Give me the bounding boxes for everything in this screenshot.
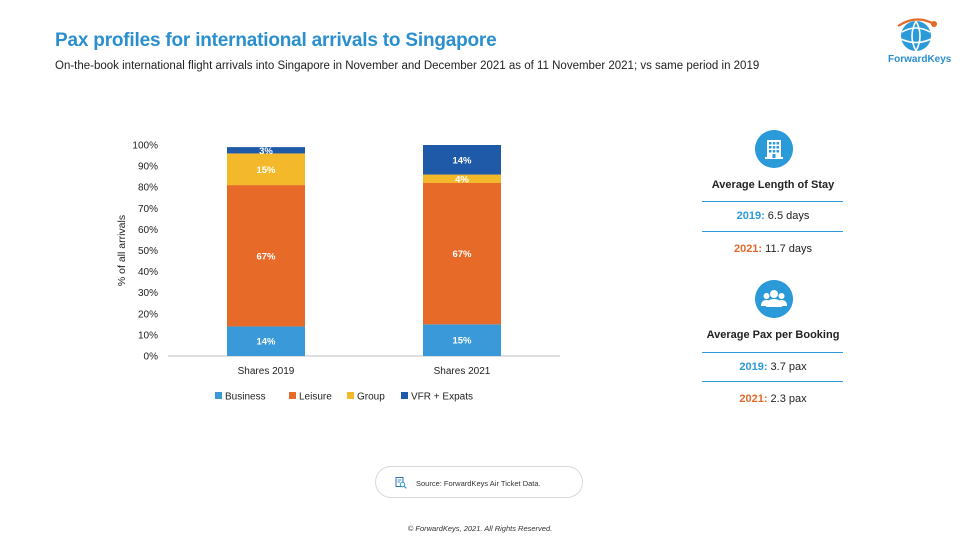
legend-swatch	[401, 392, 408, 399]
y-tick-label: 40%	[138, 267, 158, 278]
stay-2021-label: 2021:	[733, 243, 763, 255]
legend-label: VFR + Expats	[411, 392, 473, 403]
page-subtitle: On-the-book international flight arrival…	[55, 60, 760, 72]
bar-segment	[423, 182, 501, 325]
y-axis-label: % of all arrivals	[116, 215, 128, 286]
pax-divider-bottom	[702, 381, 843, 382]
data-label: 14%	[452, 155, 472, 166]
x-tick-label: Shares 2019	[238, 366, 295, 377]
stay-2019-row: 2019: 6.5 days	[700, 210, 846, 222]
y-tick-label: 50%	[138, 246, 158, 257]
legend-swatch	[215, 392, 222, 399]
source-box	[375, 466, 583, 498]
data-label: 15%	[256, 165, 276, 176]
copyright: © ForwardKeys, 2021. All Rights Reserved…	[407, 524, 553, 533]
data-label: 3%	[259, 146, 273, 157]
stay-2019-label: 2019:	[736, 210, 765, 222]
stay-divider-bottom	[702, 231, 843, 232]
stay-2019-value: 6.5 days	[764, 210, 810, 222]
bar-segment	[227, 153, 305, 186]
stay-divider-top	[702, 201, 843, 202]
y-tick-label: 100%	[132, 141, 158, 152]
search-document-icon	[395, 477, 407, 489]
legend-label: Group	[357, 392, 385, 403]
legend-label: Leisure	[299, 392, 332, 403]
bar-segment	[423, 324, 501, 356]
data-label: 14%	[256, 337, 276, 348]
pax-2021-value: 2.3 pax	[767, 393, 807, 405]
y-tick-label: 10%	[138, 330, 158, 341]
y-tick-label: 80%	[138, 183, 158, 194]
stay-title: Average Length of Stay	[711, 179, 835, 191]
x-tick-label: Shares 2021	[434, 366, 491, 377]
bar-segment	[227, 185, 305, 327]
pax-title: Average Pax per Booking	[706, 329, 840, 341]
stay-2021-row: 2021: 11.7 days	[700, 243, 846, 255]
data-label: 4%	[455, 174, 469, 185]
pax-divider-top	[702, 352, 843, 353]
pax-2019-label: 2019:	[739, 361, 768, 373]
y-tick-label: 0%	[144, 352, 159, 363]
y-tick-label: 70%	[138, 204, 158, 215]
pax-2021-label: 2021:	[739, 393, 768, 405]
legend-swatch	[347, 392, 354, 399]
page-title: Pax profiles for international arrivals …	[55, 30, 497, 51]
data-label: 67%	[256, 251, 276, 262]
y-tick-label: 30%	[138, 288, 158, 299]
pax-2019-value: 3.7 pax	[767, 361, 807, 373]
bar-segment	[423, 145, 501, 175]
hotel-icon	[755, 130, 793, 168]
forwardkeys-logo-icon	[897, 18, 937, 52]
data-label: 15%	[452, 336, 472, 347]
bar-segment	[227, 326, 305, 356]
legend-label: Business	[225, 392, 266, 403]
bar-segment	[423, 174, 501, 183]
stay-2021-value: 11.7 days	[762, 243, 813, 255]
y-tick-label: 20%	[138, 309, 158, 320]
pax-2019-row: 2019: 3.7 pax	[700, 361, 846, 373]
y-tick-label: 90%	[138, 162, 158, 173]
legend-swatch	[289, 392, 296, 399]
y-tick-label: 60%	[138, 225, 158, 236]
data-label: 67%	[452, 249, 472, 260]
pax-2021-row: 2021: 2.3 pax	[700, 393, 846, 405]
group-icon	[755, 280, 793, 318]
bar-segment	[227, 147, 305, 154]
source-text: Source: ForwardKeys Air Ticket Data.	[416, 479, 541, 488]
logo-text: ForwardKeys	[888, 54, 952, 65]
